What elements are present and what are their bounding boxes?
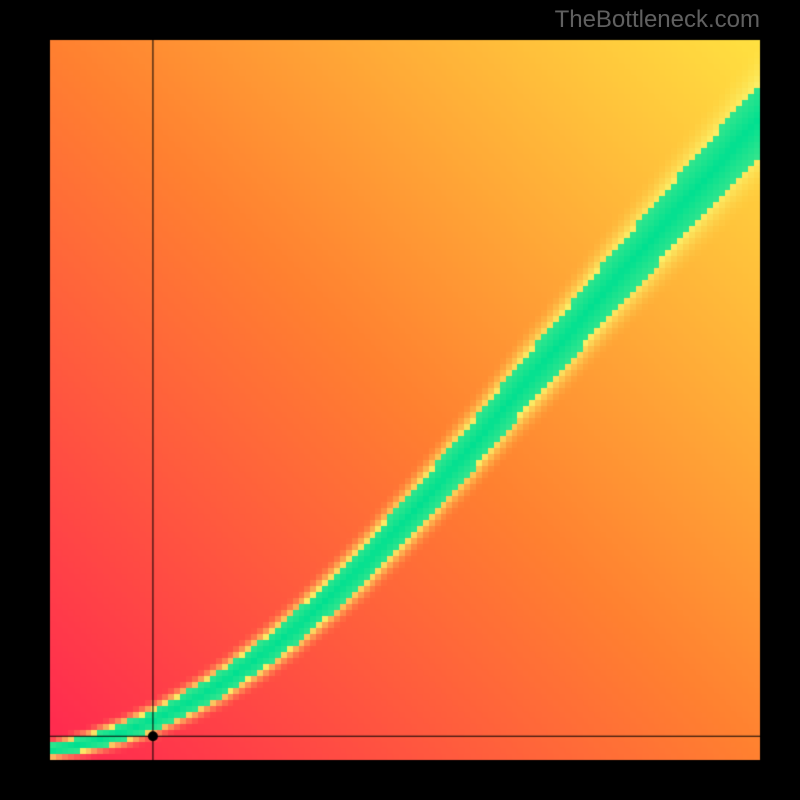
watermark-text: TheBottleneck.com	[555, 6, 760, 34]
chart-container: TheBottleneck.com	[0, 0, 800, 800]
heatmap-canvas	[0, 0, 800, 800]
